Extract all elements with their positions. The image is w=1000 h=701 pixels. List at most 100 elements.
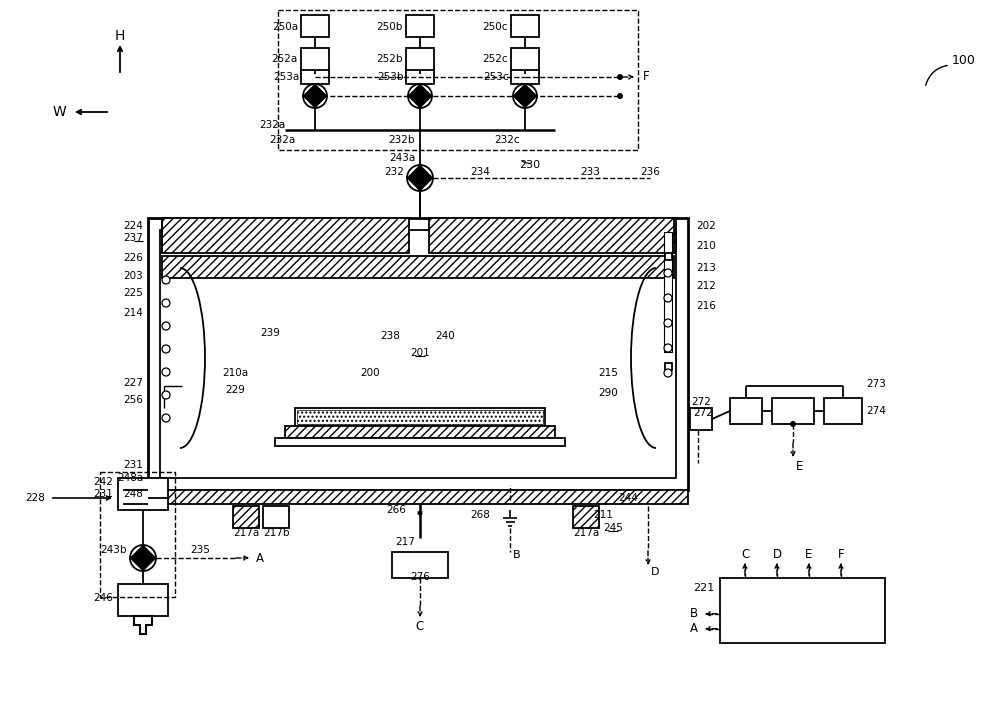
Bar — [118, 584, 168, 616]
Text: 248a: 248a — [117, 473, 143, 483]
Polygon shape — [303, 84, 327, 96]
Circle shape — [407, 165, 433, 191]
Text: 252b: 252b — [376, 54, 403, 64]
Text: 232: 232 — [384, 167, 404, 177]
Text: 227: 227 — [123, 378, 143, 388]
Circle shape — [617, 74, 623, 80]
Bar — [720, 578, 885, 643]
Text: 272: 272 — [691, 397, 711, 407]
Bar — [406, 48, 434, 72]
Text: 273: 273 — [866, 379, 886, 389]
Text: 225: 225 — [123, 288, 143, 298]
Text: C: C — [741, 547, 749, 561]
Bar — [148, 218, 688, 490]
Circle shape — [162, 345, 170, 353]
Circle shape — [303, 84, 327, 108]
Text: W: W — [52, 105, 66, 119]
Bar — [301, 48, 329, 72]
Text: 210: 210 — [696, 241, 716, 251]
Circle shape — [513, 84, 537, 108]
Text: 217a: 217a — [233, 528, 259, 538]
Bar — [275, 438, 565, 446]
Text: 232a: 232a — [269, 135, 295, 145]
Text: 203: 203 — [123, 271, 143, 281]
Polygon shape — [134, 616, 152, 634]
Text: 231: 231 — [123, 460, 143, 470]
Text: B: B — [690, 607, 698, 620]
Text: 266: 266 — [386, 505, 406, 515]
Text: 200: 200 — [360, 368, 380, 378]
Bar — [301, 15, 329, 37]
Bar — [429, 218, 676, 253]
Text: E: E — [805, 547, 813, 561]
Bar — [511, 15, 539, 37]
Text: 272: 272 — [693, 408, 713, 418]
Text: 215: 215 — [598, 368, 618, 378]
Text: 245: 245 — [603, 523, 623, 533]
Bar — [278, 10, 638, 150]
Text: 274: 274 — [866, 406, 886, 416]
Text: 256: 256 — [123, 395, 143, 405]
Text: 226: 226 — [123, 253, 143, 263]
Text: 217b: 217b — [263, 528, 289, 538]
Text: E: E — [796, 459, 803, 472]
Bar — [100, 472, 175, 597]
Text: 217: 217 — [395, 537, 415, 547]
Text: 214: 214 — [123, 308, 143, 318]
Bar — [162, 256, 674, 278]
Bar — [730, 398, 762, 424]
Circle shape — [664, 344, 672, 352]
Text: 238: 238 — [380, 331, 400, 341]
Text: 221: 221 — [693, 583, 714, 593]
Circle shape — [408, 84, 432, 108]
Text: 250c: 250c — [482, 22, 508, 32]
Polygon shape — [130, 558, 156, 571]
Bar — [665, 253, 672, 260]
Bar — [285, 426, 555, 438]
Text: 232b: 232b — [388, 135, 415, 145]
Circle shape — [162, 322, 170, 330]
Bar — [295, 408, 545, 426]
Circle shape — [162, 276, 170, 284]
Bar — [118, 478, 168, 510]
Polygon shape — [130, 545, 156, 558]
Bar — [664, 232, 672, 352]
Text: 240: 240 — [435, 331, 455, 341]
Bar — [148, 490, 688, 504]
Bar — [406, 70, 434, 84]
Polygon shape — [408, 96, 432, 108]
Circle shape — [664, 319, 672, 327]
Text: 239: 239 — [260, 328, 280, 338]
Text: 230: 230 — [519, 160, 541, 170]
Text: B: B — [513, 550, 521, 560]
Text: 268: 268 — [470, 510, 490, 520]
Text: C: C — [416, 620, 424, 632]
Text: 253a: 253a — [273, 72, 299, 82]
Text: 235: 235 — [190, 545, 210, 555]
Text: H: H — [115, 29, 125, 43]
Bar — [824, 398, 862, 424]
Text: 217a: 217a — [573, 528, 599, 538]
Text: 228: 228 — [25, 493, 45, 503]
Bar — [511, 70, 539, 84]
Text: 100: 100 — [952, 53, 976, 67]
Polygon shape — [407, 178, 433, 191]
Circle shape — [664, 269, 672, 277]
Bar — [690, 408, 712, 430]
Bar — [160, 230, 676, 478]
Text: 232c: 232c — [494, 135, 520, 145]
Circle shape — [664, 369, 672, 377]
Text: 252a: 252a — [272, 54, 298, 64]
Text: 236: 236 — [640, 167, 660, 177]
Text: F: F — [838, 547, 844, 561]
Bar — [301, 70, 329, 84]
Bar — [162, 218, 409, 253]
Text: 252c: 252c — [482, 54, 508, 64]
Text: A: A — [690, 622, 698, 635]
Text: 276: 276 — [410, 572, 430, 582]
Circle shape — [162, 299, 170, 307]
Circle shape — [130, 545, 156, 571]
Text: 229: 229 — [225, 385, 245, 395]
Text: 242: 242 — [93, 477, 113, 487]
Text: 248: 248 — [123, 489, 143, 499]
